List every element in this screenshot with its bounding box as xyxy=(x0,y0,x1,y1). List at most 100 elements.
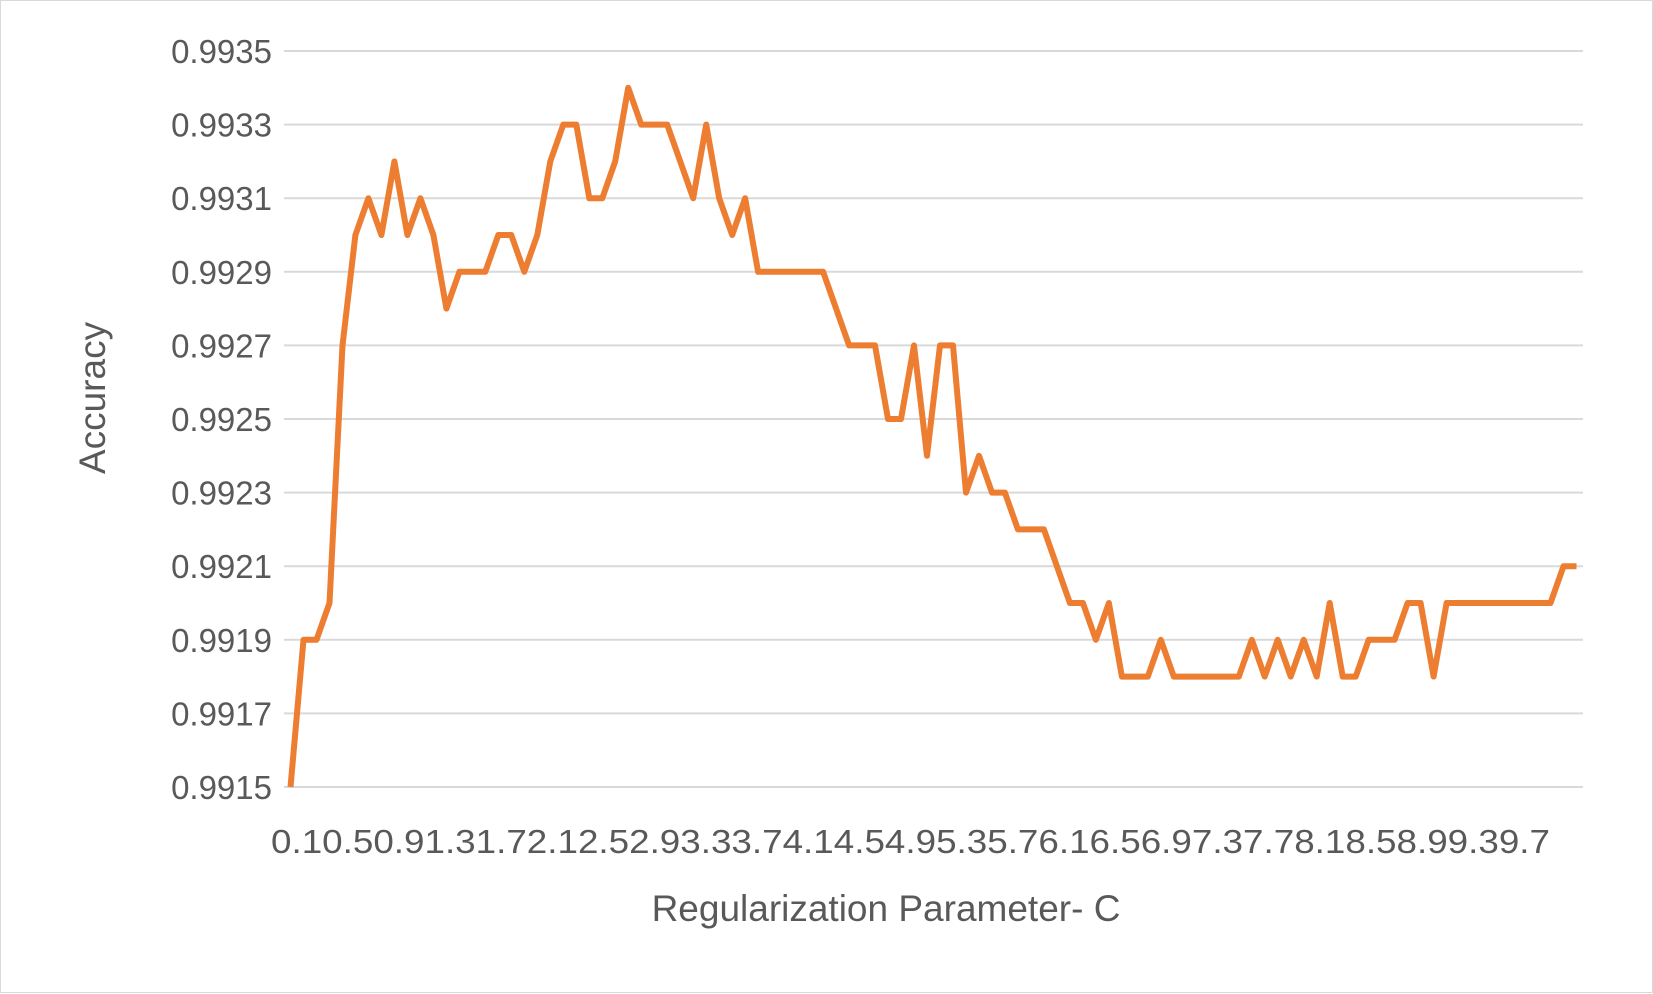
data-point xyxy=(547,158,553,164)
data-point xyxy=(1314,674,1320,680)
data-point xyxy=(1379,637,1385,643)
data-point xyxy=(1184,674,1190,680)
data-point xyxy=(963,490,969,496)
data-point xyxy=(404,232,410,238)
data-point xyxy=(521,269,527,275)
data-point xyxy=(1132,674,1138,680)
data-point xyxy=(755,269,761,275)
data-point xyxy=(508,232,514,238)
data-point xyxy=(534,232,540,238)
data-point xyxy=(1223,674,1229,680)
data-point xyxy=(1444,600,1450,606)
data-point xyxy=(1535,600,1541,606)
data-point xyxy=(365,195,371,201)
data-point xyxy=(1574,563,1580,569)
data-point xyxy=(391,158,397,164)
data-point xyxy=(301,637,307,643)
data-point xyxy=(729,232,735,238)
data-point xyxy=(950,342,956,348)
data-point xyxy=(1418,600,1424,606)
y-axis-title: Accuracy xyxy=(72,321,113,474)
data-point xyxy=(794,269,800,275)
data-point xyxy=(1561,563,1567,569)
data-point xyxy=(1015,526,1021,532)
data-point xyxy=(820,269,826,275)
data-point xyxy=(1457,600,1463,606)
data-point xyxy=(1171,674,1177,680)
y-axis-tick-labels: 0.9915 0.9917 0.9919 0.9921 0.9923 0.9925 0.99… xyxy=(171,33,272,806)
data-point xyxy=(638,122,644,128)
data-point xyxy=(716,195,722,201)
data-point xyxy=(417,195,423,201)
data-point xyxy=(1041,526,1047,532)
data-point xyxy=(989,490,995,496)
data-point xyxy=(1093,637,1099,643)
y-tick-label: 0.9917 xyxy=(171,695,272,732)
y-tick-label: 0.9925 xyxy=(171,401,272,438)
data-point xyxy=(430,232,436,238)
data-point xyxy=(833,306,839,312)
y-tick-label: 0.9931 xyxy=(171,180,272,217)
data-point xyxy=(1002,490,1008,496)
data-point xyxy=(807,269,813,275)
data-point xyxy=(651,122,657,128)
data-point xyxy=(885,416,891,422)
data-point xyxy=(1275,637,1281,643)
data-point xyxy=(1548,600,1554,606)
data-point xyxy=(1496,600,1502,606)
x-axis-tick-labels: 0.10.50.91.31.72.12.52.93.33.74.14.54.95… xyxy=(271,823,1550,860)
data-point xyxy=(1522,600,1528,606)
x-axis-title: Regularization Parameter- C xyxy=(652,888,1121,929)
data-point xyxy=(937,342,943,348)
data-point xyxy=(1392,637,1398,643)
data-point xyxy=(1145,674,1151,680)
data-point xyxy=(288,784,294,790)
data-point xyxy=(314,637,320,643)
data-point xyxy=(1353,674,1359,680)
data-point xyxy=(1106,600,1112,606)
data-point xyxy=(327,600,333,606)
data-point xyxy=(456,269,462,275)
data-point xyxy=(1028,526,1034,532)
data-point xyxy=(1288,674,1294,680)
data-point xyxy=(1054,563,1060,569)
y-tick-label: 0.9921 xyxy=(171,548,272,585)
series-line xyxy=(287,84,1580,790)
data-point xyxy=(1236,674,1242,680)
data-point xyxy=(352,232,358,238)
data-point xyxy=(1327,600,1333,606)
data-point xyxy=(573,122,579,128)
data-point xyxy=(781,269,787,275)
data-point xyxy=(1067,600,1073,606)
data-point xyxy=(898,416,904,422)
data-point xyxy=(872,342,878,348)
data-point xyxy=(482,269,488,275)
data-point xyxy=(742,195,748,201)
data-point xyxy=(846,342,852,348)
data-point xyxy=(1366,637,1372,643)
data-point xyxy=(1301,637,1307,643)
data-point xyxy=(1210,674,1216,680)
data-point xyxy=(1249,637,1255,643)
data-point xyxy=(677,158,683,164)
data-point xyxy=(1262,674,1268,680)
data-point xyxy=(1158,637,1164,643)
data-point xyxy=(911,342,917,348)
data-point xyxy=(1509,600,1515,606)
data-point xyxy=(690,195,696,201)
y-tick-label: 0.9933 xyxy=(171,107,272,144)
data-point xyxy=(1197,674,1203,680)
y-tick-label: 0.9915 xyxy=(171,769,272,806)
data-point xyxy=(495,232,501,238)
data-point xyxy=(768,269,774,275)
data-point xyxy=(1483,600,1489,606)
y-tick-label: 0.9929 xyxy=(171,254,272,291)
data-point xyxy=(703,122,709,128)
data-point xyxy=(1340,674,1346,680)
data-point xyxy=(599,195,605,201)
data-point xyxy=(1405,600,1411,606)
data-point xyxy=(1080,600,1086,606)
data-point xyxy=(1119,674,1125,680)
